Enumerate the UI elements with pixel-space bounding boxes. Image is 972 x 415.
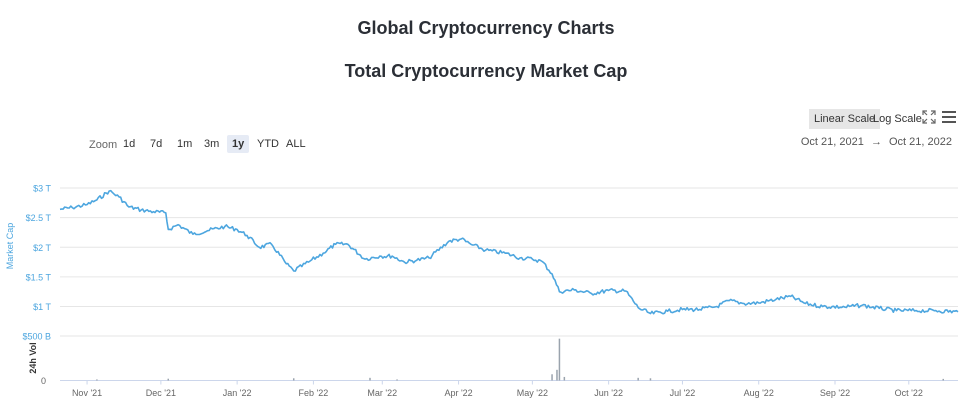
date-arrow: → xyxy=(870,136,882,148)
vol-tick-label: 0 xyxy=(41,376,46,386)
volume-bar[interactable] xyxy=(556,369,558,381)
chart-title: Total Cryptocurrency Market Cap xyxy=(344,61,628,81)
y-tick-label: $2 T xyxy=(33,243,51,253)
date-from[interactable]: Oct 21, 2021 xyxy=(800,136,864,148)
volume-bar[interactable] xyxy=(167,378,170,381)
x-tick-label: Feb '22 xyxy=(299,388,329,398)
zoom-button-all[interactable]: ALL xyxy=(286,138,306,150)
date-to[interactable]: Oct 21, 2022 xyxy=(889,136,952,148)
linear-scale-button[interactable]: Linear Scale xyxy=(809,109,881,129)
zoom-button-ytd[interactable]: YTD xyxy=(257,138,279,150)
volume-bar[interactable] xyxy=(369,377,371,381)
x-tick-label: Dec '21 xyxy=(146,388,176,398)
hamburger-menu-icon[interactable] xyxy=(941,110,957,124)
volume-bar[interactable] xyxy=(96,379,98,381)
x-tick-label: Aug '22 xyxy=(744,388,774,398)
x-tick-label: Oct '22 xyxy=(895,388,923,398)
y-tick-label: $1.5 T xyxy=(26,272,52,282)
x-tick-label: Nov '21 xyxy=(72,388,102,398)
x-tick-label: Jul '22 xyxy=(670,388,696,398)
x-tick-label: Sep '22 xyxy=(820,388,850,398)
y-tick-label: $3 T xyxy=(33,184,51,194)
x-tick-label: Jun '22 xyxy=(594,388,623,398)
zoom-button-1d[interactable]: 1d xyxy=(123,138,136,150)
x-tick-label: Apr '22 xyxy=(444,388,472,398)
x-tick-label: Mar '22 xyxy=(367,388,397,398)
fullscreen-icon[interactable] xyxy=(922,110,936,124)
volume-bar[interactable] xyxy=(649,378,652,381)
zoom-button-1m[interactable]: 1m xyxy=(177,138,193,150)
log-scale-button[interactable]: Log Scale xyxy=(873,113,922,125)
zoom-button-3m[interactable]: 3m xyxy=(204,138,220,150)
vol-axis-label: 24h Vol xyxy=(28,342,38,373)
x-tick-label: Jan '22 xyxy=(223,388,252,398)
date-range[interactable]: Oct 21, 2021 → Oct 21, 2022 xyxy=(799,136,954,148)
zoom-button-1y[interactable]: 1y xyxy=(227,135,250,153)
volume-bar[interactable] xyxy=(563,376,566,381)
volume-bar[interactable] xyxy=(637,377,639,381)
vol-tick-label: $500 B xyxy=(22,332,51,342)
x-tick-label: May '22 xyxy=(517,388,548,398)
page-title: Global Cryptocurrency Charts xyxy=(357,18,615,38)
market-cap-line[interactable] xyxy=(59,189,959,315)
zoom-button-7d[interactable]: 7d xyxy=(150,138,163,150)
volume-bar[interactable] xyxy=(551,374,553,381)
y-axis-label: Market Cap xyxy=(5,223,15,270)
zoom-label: Zoom xyxy=(89,139,118,151)
volume-bar[interactable] xyxy=(292,378,295,381)
volume-bar[interactable] xyxy=(558,338,561,381)
volume-bar[interactable] xyxy=(942,378,944,381)
y-tick-label: $2.5 T xyxy=(26,213,52,223)
volume-bar[interactable] xyxy=(396,379,398,381)
y-tick-label: $1 T xyxy=(33,302,51,312)
